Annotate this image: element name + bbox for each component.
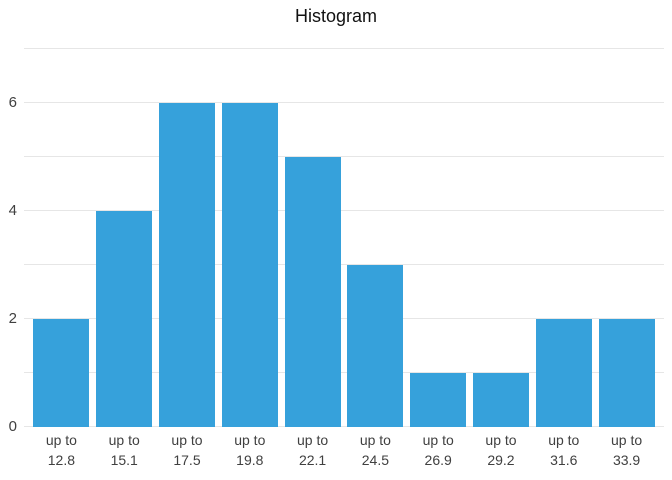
gridline bbox=[24, 156, 664, 157]
chart-title: Histogram bbox=[294, 6, 378, 26]
x-axis-category-label-line1: up to bbox=[234, 432, 266, 448]
histogram-bar bbox=[96, 211, 153, 427]
histogram-bar bbox=[598, 319, 655, 427]
gridline bbox=[24, 102, 664, 103]
x-axis-category-label: up to 22.1 bbox=[281, 430, 344, 470]
bar-slot bbox=[30, 49, 93, 427]
bar-slot bbox=[595, 49, 658, 427]
bar-slot bbox=[281, 49, 344, 427]
y-axis-tick-label: 2 bbox=[8, 310, 17, 327]
histogram-bar bbox=[347, 265, 404, 427]
x-axis-category-label-line2: 29.2 bbox=[487, 452, 515, 468]
y-axis-tick-label: 0 bbox=[8, 418, 17, 435]
bar-slot bbox=[532, 49, 595, 427]
x-axis-category-label: up to 15.1 bbox=[93, 430, 156, 470]
gridline bbox=[24, 210, 664, 211]
x-axis-category-label: up to 12.8 bbox=[30, 430, 93, 470]
histogram-bar bbox=[158, 103, 215, 427]
histogram-bar bbox=[410, 373, 467, 427]
x-axis-category-label-line2: 15.1 bbox=[110, 452, 138, 468]
histogram-bar bbox=[472, 373, 529, 427]
x-axis-category-label-line1: up to bbox=[422, 432, 454, 448]
plot-area bbox=[24, 48, 664, 427]
x-axis-category-label-line2: 22.1 bbox=[298, 452, 327, 468]
bar-slot bbox=[470, 49, 533, 427]
histogram-bar bbox=[535, 319, 592, 427]
bar-slot bbox=[407, 49, 470, 427]
bar-slot bbox=[93, 49, 156, 427]
histogram-bar bbox=[221, 103, 278, 427]
gridline bbox=[24, 372, 664, 373]
x-axis-category-label-line2: 12.8 bbox=[47, 452, 76, 468]
bars-row bbox=[30, 49, 658, 427]
x-axis-category-label-line2: 33.9 bbox=[612, 452, 641, 468]
x-axis-category-label-line1: up to bbox=[108, 432, 140, 448]
x-axis-category-label-line1: up to bbox=[548, 432, 580, 448]
gridline bbox=[24, 426, 664, 427]
gridline bbox=[24, 318, 664, 319]
bar-slot bbox=[218, 49, 281, 427]
y-axis-tick-label: 4 bbox=[8, 202, 17, 219]
x-axis-category-label: up to 33.9 bbox=[595, 430, 658, 470]
x-axis-category-label: up to 19.8 bbox=[218, 430, 281, 470]
x-axis-category-label-line1: up to bbox=[611, 432, 643, 448]
x-axis-category-label: up to 17.5 bbox=[156, 430, 219, 470]
histogram-bar bbox=[33, 319, 90, 427]
x-axis-category-label-line1: up to bbox=[171, 432, 203, 448]
bar-slot bbox=[156, 49, 219, 427]
gridline bbox=[24, 48, 664, 49]
x-axis-category-label-line2: 17.5 bbox=[173, 452, 201, 468]
histogram-bar bbox=[284, 157, 341, 427]
x-axis-category-label: up to 31.6 bbox=[532, 430, 595, 470]
y-axis-tick-label: 6 bbox=[8, 94, 17, 111]
x-axis-category-label-line2: 19.8 bbox=[236, 452, 264, 468]
x-axis-category-label-line1: up to bbox=[297, 432, 329, 448]
gridline bbox=[24, 264, 664, 265]
x-axis-category-label-line1: up to bbox=[45, 432, 77, 448]
x-axis-category-label-line2: 31.6 bbox=[550, 452, 578, 468]
x-axis-category-label-line1: up to bbox=[359, 432, 391, 448]
bar-slot bbox=[344, 49, 407, 427]
x-axis-category-label: up to 26.9 bbox=[407, 430, 470, 470]
x-axis-category-label: up to 29.2 bbox=[470, 430, 533, 470]
x-axis: up to 12.8 up to 15.1 up to 17.5 up to 19.8 up t… bbox=[30, 430, 658, 470]
x-axis-category-label: up to 24.5 bbox=[344, 430, 407, 470]
x-axis-category-label-line1: up to bbox=[485, 432, 517, 448]
x-axis-category-label-line2: 26.9 bbox=[424, 452, 452, 468]
x-axis-category-label-line2: 24.5 bbox=[361, 452, 389, 468]
